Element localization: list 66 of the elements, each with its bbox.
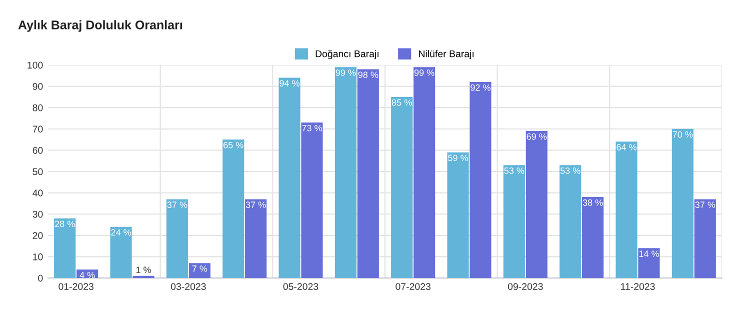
data-label: 37 % [695, 202, 716, 208]
data-label: 53 % [560, 167, 580, 174]
data-label: 69 % [526, 133, 547, 140]
bar [672, 128, 694, 278]
y-tick-label: 90 [32, 83, 43, 90]
y-tick-label: 20 [32, 232, 43, 240]
y-tick-label: 70 [32, 126, 43, 133]
data-label: 37 % [246, 202, 266, 208]
bar [560, 165, 582, 278]
data-label: 38 % [582, 199, 603, 206]
bar [334, 67, 356, 278]
data-label: 94 % [280, 80, 300, 87]
x-tick-label: 07-2023 [396, 283, 430, 290]
data-label: 85 % [392, 99, 412, 106]
data-label: 99 % [414, 70, 434, 76]
bar [616, 142, 638, 278]
bar [694, 199, 716, 278]
bar [357, 69, 379, 278]
data-label: 92 % [470, 84, 490, 91]
data-label: 28 % [55, 220, 75, 228]
data-label: 59 % [448, 154, 468, 162]
legend-label: Doğancı Barajı [316, 50, 378, 60]
bar [470, 82, 492, 278]
y-tick-label: 40 [32, 190, 43, 196]
y-tick-label: 50 [32, 168, 43, 176]
bar [414, 67, 436, 278]
data-label: 65 % [224, 142, 244, 148]
data-label: 70 % [672, 131, 693, 138]
y-tick-label: 100 [28, 62, 43, 69]
bar [54, 218, 76, 278]
bar [222, 140, 244, 278]
x-tick-label: 01-2023 [58, 283, 94, 290]
x-tick-label: 05-2023 [283, 283, 318, 290]
bar [503, 165, 525, 278]
x-tick-label: 11-2023 [621, 283, 655, 290]
bar [638, 248, 660, 278]
y-tick-label: 0 [38, 274, 43, 282]
bar [391, 96, 413, 278]
data-label: 14 % [639, 250, 659, 257]
y-tick-label: 80 [32, 104, 43, 112]
chart-title: Aylık Baraj Doluluk Oranları [18, 20, 182, 32]
data-label: 37 % [167, 202, 188, 208]
legend-label: Nilüfer Barajı [419, 50, 474, 60]
bar [188, 263, 210, 278]
bar [166, 199, 188, 278]
y-tick-label: 10 [33, 253, 43, 260]
data-label: 1 % [136, 266, 151, 273]
bar [245, 199, 267, 278]
data-label: 64 % [616, 144, 636, 150]
data-label: 24 % [111, 229, 131, 236]
bar [582, 197, 604, 278]
x-tick-label: 03-2023 [170, 283, 206, 290]
data-label: 53 % [504, 167, 524, 174]
bar [301, 122, 323, 278]
x-tick-label: 09-2023 [508, 283, 543, 290]
bar [278, 78, 300, 278]
bar [447, 152, 469, 278]
data-label: 7 % [192, 266, 208, 272]
data-label: 99 % [336, 70, 356, 76]
y-tick-label: 60 [32, 146, 43, 154]
bar [110, 226, 132, 278]
bar [526, 131, 548, 278]
data-label: 4 % [80, 272, 95, 278]
data-label: 98 % [358, 72, 378, 78]
y-tick-label: 30 [32, 210, 43, 218]
data-label: 73 % [302, 124, 322, 132]
